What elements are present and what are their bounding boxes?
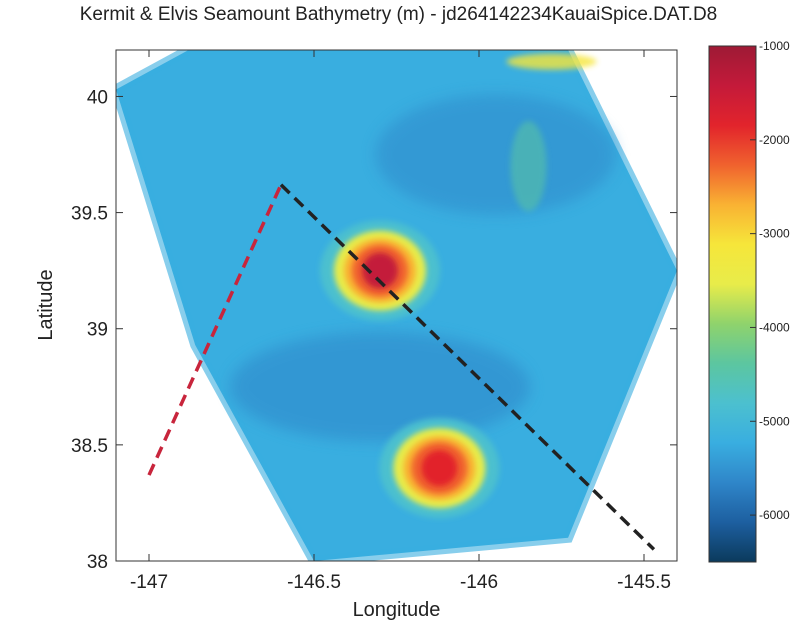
axes: -147 -146.5 -146 -145.5 38 38.5 39 39.5 40 Longit… <box>35 49 678 621</box>
plot-frame <box>115 49 678 562</box>
x-axis-label: Longitude <box>353 599 441 621</box>
track-line-2 <box>279 183 656 551</box>
colorbar-tick-label: -3000 <box>759 227 790 241</box>
x-tick-label: -146 <box>460 572 498 593</box>
colorbar-tick-label: -1000 <box>759 39 790 53</box>
northern-basin <box>375 94 616 215</box>
ridge <box>510 121 547 212</box>
colorbar-tick-label: -6000 <box>759 508 790 522</box>
x-tick-label: -147 <box>130 572 168 593</box>
track-line-1 <box>147 183 283 476</box>
chart-title: Kermit & Elvis Seamount Bathymetry (m) -… <box>79 4 718 25</box>
seamount-1 <box>320 220 440 321</box>
northern-shoal <box>506 53 597 70</box>
colorbar: -1000 -2000 -3000 -4000 -5000 -6000 <box>708 39 790 563</box>
plot-area <box>116 50 677 561</box>
y-tick-label: 39.5 <box>71 204 108 225</box>
colorbar-tick-label: -5000 <box>759 414 790 428</box>
seamount-2 <box>379 418 500 519</box>
colorbar-tick-label: -2000 <box>759 133 790 147</box>
y-tick-label: 38 <box>87 552 108 573</box>
y-tick-label: 38.5 <box>71 436 108 457</box>
colorbar-tick-label: -4000 <box>759 320 790 334</box>
y-tick-label: 39 <box>87 320 108 341</box>
x-tick-label: -145.5 <box>617 572 671 593</box>
colorbar-scale <box>708 45 757 563</box>
y-axis-label: Latitude <box>35 269 57 340</box>
y-tick-label: 40 <box>87 87 108 108</box>
x-tick-label: -146.5 <box>287 572 341 593</box>
deep-trough <box>230 331 530 442</box>
